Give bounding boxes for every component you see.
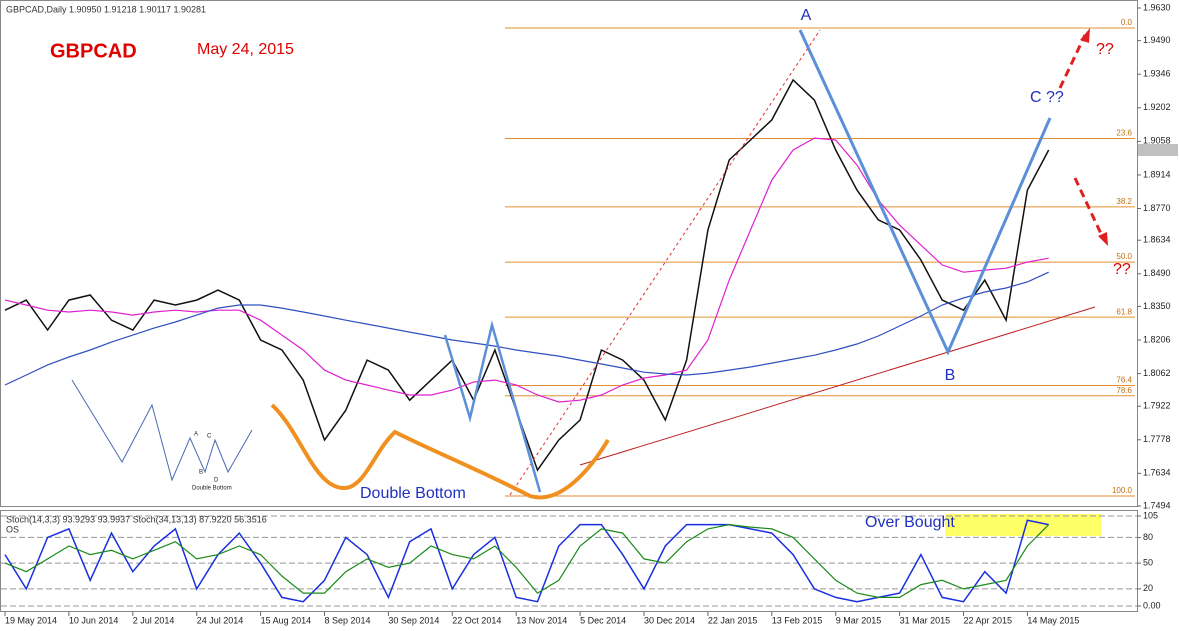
x-tick-label: 10 Jun 2014 [69,615,119,625]
x-tick-label: 13 Nov 2014 [516,615,567,625]
x-tick-label: 19 May 2014 [5,615,57,625]
x-tick-label: 30 Sep 2014 [388,615,439,625]
x-tick-label: 24 Jul 2014 [197,615,244,625]
abc-lines [798,29,1052,356]
arrow-up-head [1080,28,1090,43]
x-tick-label: 5 Dec 2014 [580,615,626,625]
price-panel [0,0,1138,507]
arrow-down [1073,177,1105,239]
y-tick-label: 1.7634 [1143,468,1171,478]
point-a: A [801,7,812,24]
x-tick-label: 13 Feb 2015 [772,615,823,625]
series-line [4,523,1050,598]
overbought-highlight [945,514,1101,536]
question-up: ?? [1096,41,1114,58]
y-tick-label: 105 [1143,510,1158,520]
x-tick-label: 15 Aug 2014 [261,615,312,625]
double-bottom-label: Double Bottom [360,485,466,502]
zigzag-lines [443,320,542,493]
x-tick-label: 2 Jul 2014 [133,615,175,625]
y-tick-label: 50 [1143,558,1153,568]
fib-label: 50.0 [1116,252,1132,261]
inset-c: C [207,434,212,440]
series-line [4,271,1049,386]
fib-label: 61.8 [1116,307,1132,316]
inset-label: Double Bottom [192,486,232,492]
y-tick-label: 1.8490 [1143,268,1171,278]
y-tick-label: 0.00 [1143,600,1161,610]
y-tick-label: 1.8206 [1143,334,1171,344]
x-tick-label: 22 Oct 2014 [452,615,501,625]
x-tick-label: 8 Sep 2014 [325,615,371,625]
over-bought-label: Over Bought [865,514,955,531]
stoch-subtitle: OS [6,524,19,534]
symbol: GBPCAD [50,40,137,62]
series-line [4,78,1050,472]
trend-line [579,306,1096,466]
x-tick-label: 14 May 2015 [1027,615,1079,625]
x-tick-label: 31 Mar 2015 [900,615,951,625]
fib-label: 78.6 [1116,386,1132,395]
inset-b: B [199,470,203,476]
x-tick-label: 22 Apr 2015 [964,615,1013,625]
stoch-title: Stoch(14,3,3) 93.9293 93.9937 Stoch(34,1… [6,514,267,524]
inset-zigzag [71,379,253,482]
y-tick-label: 1.9630 [1143,2,1171,12]
y-tick-label: 1.8634 [1143,235,1171,245]
fib-label: 23.6 [1116,129,1132,138]
double-bottom-curve [270,403,610,500]
arrow-up [1058,34,1087,89]
x-tick-label: 9 Mar 2015 [836,615,882,625]
y-tick-label: 80 [1143,532,1153,542]
y-tick-label: 1.8062 [1143,368,1171,378]
y-tick-label: 1.7494 [1143,500,1171,510]
series-line [4,519,1049,603]
x-tick-label: 30 Dec 2014 [644,615,695,625]
inset-d: D [214,478,219,484]
point-c: C ?? [1030,89,1064,106]
fib-label: 100.0 [1112,486,1133,495]
y-tick-label: 20 [1143,583,1153,593]
y-tick-label: 1.8770 [1143,203,1171,213]
y-tick-label: 1.8914 [1143,169,1171,179]
y-tick-label: 1.9490 [1143,35,1171,45]
arrow-down-head [1098,232,1108,246]
y-tick-label: 1.9202 [1143,102,1171,112]
fib-label: 0.0 [1121,18,1133,27]
question-down: ?? [1113,261,1131,278]
x-tick-label: 22 Jan 2015 [708,615,758,625]
header: GBPCAD,Daily 1.90950 1.91218 1.90117 1.9… [6,4,206,14]
y-tick-label: 1.7778 [1143,434,1171,444]
y-tick-label: 1.9058 [1143,136,1171,146]
fib-label: 38.2 [1116,197,1132,206]
fib-label: 76.4 [1116,376,1132,385]
point-b: B [945,367,956,384]
inset-a: A [194,432,198,438]
last-price-box [1138,144,1178,156]
date: May 24, 2015 [197,41,294,58]
y-tick-label: 1.8350 [1143,301,1171,311]
y-tick-label: 1.7922 [1143,401,1171,411]
y-tick-label: 1.9346 [1143,69,1171,79]
